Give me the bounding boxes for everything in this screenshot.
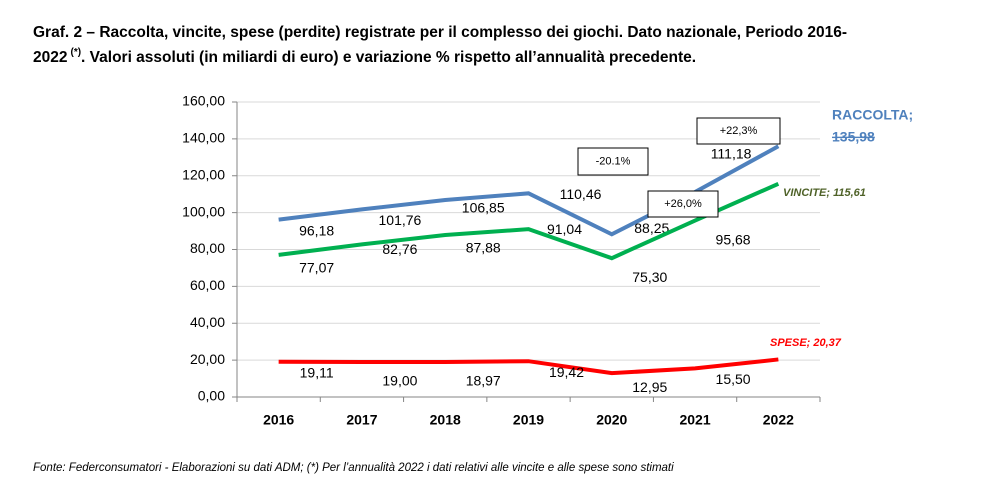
chart-title: Graf. 2 – Raccolta, vincite, spese (perd… (33, 24, 847, 41)
value-label: 95,68 (716, 231, 751, 247)
annotation-box (647, 190, 719, 218)
value-label: 96,18 (299, 222, 334, 238)
series-name: VINCITE; (783, 187, 830, 199)
value-label: 19,42 (549, 364, 584, 380)
value-label: 77,07 (299, 260, 334, 276)
x-tick-label: 2018 (430, 412, 461, 428)
end-value-label: 135,98 (832, 129, 875, 145)
value-label: 88,25 (634, 220, 669, 236)
end-label: VINCITE; 115,61 (783, 187, 866, 199)
series-name: SPESE; (770, 337, 811, 349)
value-label: 82,76 (382, 241, 417, 257)
annotation: +26,0% (664, 198, 702, 210)
y-tick-label: 100,00 (182, 203, 225, 219)
value-label: 75,30 (632, 269, 667, 285)
y-tick-label: 120,00 (182, 166, 225, 182)
value-label: 15,50 (716, 371, 751, 387)
y-tick-label: 40,00 (190, 314, 225, 330)
annotation: -20.1% (596, 155, 631, 167)
value-label: 87,88 (466, 240, 501, 256)
value-label: 12,95 (632, 379, 667, 395)
y-tick-label: 60,00 (190, 277, 225, 293)
end-value-label: 115,61 (833, 187, 866, 199)
y-tick-label: 0,00 (198, 388, 225, 404)
annotation: +22,3% (720, 125, 758, 137)
series-line (278, 357, 779, 376)
x-tick-label: 2021 (679, 412, 710, 428)
x-tick-label: 2016 (263, 412, 294, 428)
series-line (278, 144, 780, 237)
chart-title: 2022 (*). Valori assoluti (in miliardi di… (33, 47, 696, 66)
value-label: 19,00 (382, 373, 417, 389)
source-note: Fonte: Federconsumatori - Elaborazioni s… (33, 462, 674, 474)
end-label: RACCOLTA; (832, 107, 913, 123)
end-label: SPESE; 20,37 (770, 337, 842, 349)
y-tick-label: 160,00 (182, 93, 225, 109)
x-tick-label: 2017 (346, 412, 377, 428)
series-line (278, 182, 780, 261)
x-tick-label: 2022 (763, 412, 794, 428)
y-tick-label: 20,00 (190, 351, 225, 367)
y-tick-label: 140,00 (182, 130, 225, 146)
value-label: 110,46 (560, 186, 602, 202)
value-label: 106,85 (462, 200, 505, 216)
annotation-box (696, 117, 781, 145)
annotation-box (577, 147, 649, 176)
value-label: 101,76 (379, 212, 422, 228)
value-label: 111,18 (711, 146, 752, 162)
x-tick-label: 2020 (596, 412, 627, 428)
end-value-label: 20,37 (812, 337, 841, 349)
value-label: 18,97 (466, 373, 501, 389)
y-tick-label: 80,00 (190, 240, 225, 256)
value-label: 91,04 (547, 221, 582, 237)
x-tick-label: 2019 (513, 412, 544, 428)
value-label: 19,11 (300, 364, 334, 380)
